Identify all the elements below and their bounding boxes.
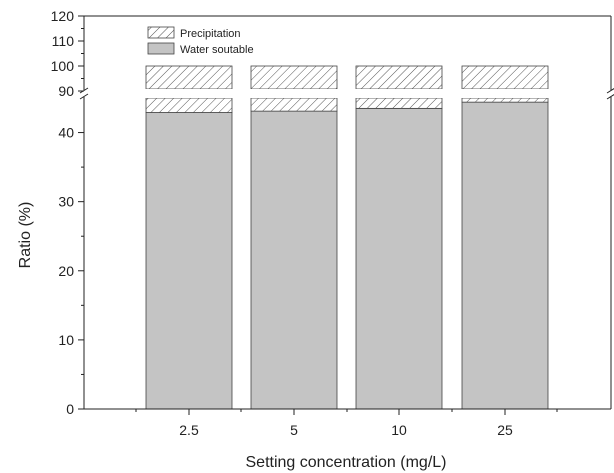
- bar-water-soutable-2.5: [145, 112, 233, 410]
- y-tick-label-40: 40: [58, 125, 74, 141]
- y-tick-label-120: 120: [51, 8, 75, 24]
- legend-swatch-water-soutable: [147, 42, 175, 55]
- ticks-layer: 0 10 20 30 40 90 100 110 120 2.5 5 10 25: [51, 8, 558, 438]
- bar-water-soutable-25: [461, 101, 549, 410]
- bar-precipitation-upper-25: [461, 65, 549, 90]
- x-tick-label-10: 10: [391, 422, 407, 438]
- y-axis-title: Ratio (%): [17, 202, 34, 269]
- bars-layer: [145, 65, 549, 410]
- y-tick-label-90: 90: [58, 83, 74, 99]
- bar-precipitation-upper-5: [250, 65, 338, 90]
- bar-precipitation-lower-2.5: [145, 97, 233, 113]
- legend: Precipitation Water soutable: [147, 26, 254, 56]
- legend-label-water-soutable: Water soutable: [180, 44, 254, 56]
- legend-swatch-precipitation: [147, 26, 175, 39]
- y-tick-label-100: 100: [51, 58, 75, 74]
- bar-break-gap-25: [461, 89, 549, 98]
- bar-break-gap-5: [250, 89, 338, 98]
- y-tick-label-30: 30: [58, 194, 74, 210]
- bar-precipitation-upper-2.5: [145, 65, 233, 90]
- bar-water-soutable-10: [355, 107, 443, 410]
- bar-precipitation-lower-10: [355, 97, 443, 109]
- bar-water-soutable-5: [250, 110, 338, 410]
- y-tick-label-10: 10: [58, 332, 74, 348]
- bar-break-gap-10: [355, 89, 443, 98]
- axis-break-mark-left-2: [79, 93, 89, 100]
- legend-label-precipitation: Precipitation: [180, 28, 241, 40]
- x-axis-title: Setting concentration (mg/L): [246, 454, 447, 471]
- x-tick-label-5: 5: [290, 422, 298, 438]
- x-tick-label-25: 25: [497, 422, 513, 438]
- x-tick-label-2.5: 2.5: [179, 422, 199, 438]
- y-tick-label-20: 20: [58, 263, 74, 279]
- y-tick-label-0: 0: [66, 401, 74, 417]
- bar-precipitation-lower-5: [250, 97, 338, 112]
- bar-break-gap-2.5: [145, 89, 233, 98]
- bar-precipitation-upper-10: [355, 65, 443, 90]
- bar-precipitation-lower-25: [461, 97, 549, 103]
- axes-layer: [79, 15, 614, 410]
- y-tick-label-110: 110: [52, 33, 75, 49]
